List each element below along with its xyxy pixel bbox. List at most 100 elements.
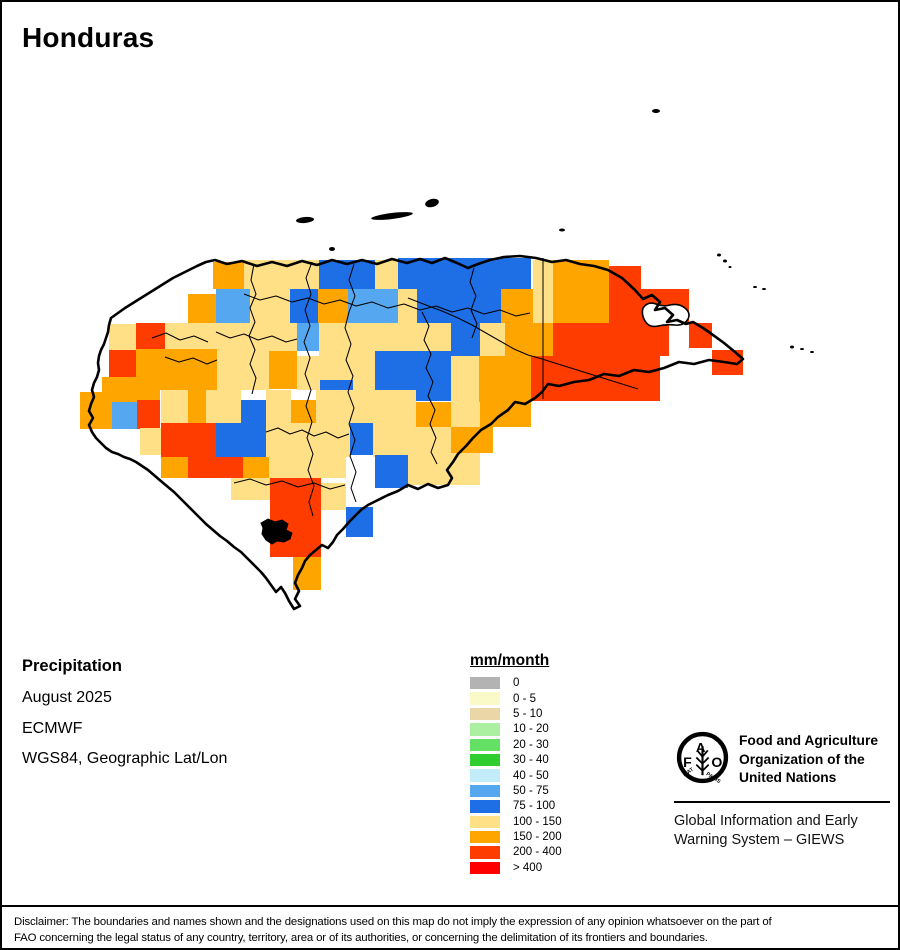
legend-swatch-10 (470, 830, 500, 844)
island (753, 286, 757, 288)
precip-cell (140, 428, 161, 455)
giews-name-line-1: Warning System – GIEWS (674, 831, 845, 848)
precip-cell (112, 402, 137, 429)
fao-letter-a: A (696, 740, 706, 755)
precip-cell (480, 323, 505, 356)
legend-label: > 400 (513, 861, 543, 874)
precip-cell (398, 289, 417, 323)
precip-cell (609, 266, 641, 289)
fao-logo-icon: F A O FIAT PANIS (676, 731, 729, 784)
legend-row: 200 - 400 (470, 846, 562, 859)
legend-swatch-12 (470, 861, 500, 875)
admin-boundary (243, 293, 531, 317)
giews-name-line-0: Global Information and Early (674, 813, 858, 829)
precip-cell (375, 260, 398, 289)
admin-boundary (265, 427, 350, 439)
honduras-precipitation-map (80, 109, 814, 611)
admin-boundary (215, 331, 298, 343)
giews-name: Global Information and Early Warning Syst… (674, 812, 858, 849)
legend-row: 0 - 5 (470, 692, 562, 705)
precip-cell (188, 390, 206, 423)
legend-row: 40 - 50 (470, 769, 562, 782)
precip-cell (505, 323, 553, 356)
legend-swatch-7 (470, 784, 500, 798)
admin-boundary (233, 478, 346, 490)
legend-row: > 400 (470, 861, 562, 875)
admin-boundary (303, 261, 315, 517)
fao-letter-o: O (711, 754, 722, 770)
legend-row: 75 - 100 (470, 800, 562, 813)
precip-cell (217, 356, 269, 390)
precip-cell (375, 455, 408, 488)
precip-cell (373, 423, 408, 457)
precip-cell (206, 390, 241, 423)
projection-label: WGS84, Geographic Lat/Lon (22, 750, 228, 767)
precip-cell (553, 323, 669, 356)
legend-swatch-2 (470, 707, 500, 721)
precip-cell (479, 356, 531, 427)
legend-swatch-4 (470, 738, 500, 751)
precip-cell (408, 427, 451, 485)
precip-cell (398, 258, 531, 289)
legend-swatch-8 (470, 800, 500, 813)
precip-cell (290, 289, 318, 323)
precip-cell (451, 402, 480, 427)
legend: mm/month 0 0 - 5 5 - 10 10 - 20 20 - 30 30 - … (470, 652, 562, 877)
precip-cell (250, 289, 290, 323)
legend-label: 200 - 400 (513, 846, 562, 859)
precip-cell (270, 478, 321, 557)
island (652, 109, 660, 113)
legend-swatch-11 (470, 846, 500, 859)
island (296, 216, 314, 224)
island (762, 288, 766, 290)
precip-cell (188, 457, 243, 478)
legend-rows: 0 0 - 5 5 - 10 10 - 20 20 - 30 30 - 40 40 - 50… (470, 677, 562, 875)
precip-cell (161, 423, 216, 457)
admin-boundary (248, 263, 257, 395)
precip-cell (297, 323, 319, 351)
precip-cell (316, 390, 416, 427)
fao-name-line-0: Food and Agriculture (739, 733, 878, 748)
precip-cell (213, 262, 244, 289)
legend-label: 40 - 50 (513, 769, 549, 782)
island (329, 247, 335, 251)
island (425, 198, 439, 208)
precip-cell (269, 457, 346, 478)
precip-cell (161, 457, 188, 478)
legend-label: 0 (513, 677, 520, 690)
legend-row: 0 (470, 677, 562, 690)
precip-cell (112, 392, 137, 402)
precip-cell (109, 350, 136, 377)
island (371, 212, 413, 220)
island (723, 259, 727, 263)
island (800, 348, 804, 350)
gulf-islands (260, 518, 293, 545)
legend-swatch-3 (470, 723, 500, 736)
precip-cell (161, 390, 188, 423)
country-border (87, 254, 745, 611)
legend-swatch-1 (470, 692, 500, 705)
legend-row: 10 - 20 (470, 723, 562, 736)
page-title: Honduras (22, 22, 155, 53)
fao-letter-f: F (683, 754, 692, 770)
admin-boundary (469, 267, 478, 339)
fao-name: Food and Agriculture Organization of the U… (739, 732, 878, 788)
island (717, 253, 721, 257)
precip-cell (553, 260, 609, 323)
legend-label: 30 - 40 (513, 754, 549, 767)
precip-cell (269, 351, 297, 389)
precip-cell (266, 390, 291, 423)
precip-cell (80, 392, 112, 429)
legend-label: 75 - 100 (513, 800, 556, 813)
precip-cell (318, 289, 348, 323)
admin-boundary (151, 332, 209, 343)
precip-cell (109, 324, 136, 350)
legend-swatch-0 (470, 677, 500, 690)
precip-cell (136, 323, 165, 351)
legend-label: 100 - 150 (513, 815, 562, 828)
legend-label: 5 - 10 (513, 707, 543, 720)
legend-row: 20 - 30 (470, 738, 562, 751)
legend-row: 50 - 75 (470, 784, 562, 798)
precip-cell (291, 400, 316, 423)
